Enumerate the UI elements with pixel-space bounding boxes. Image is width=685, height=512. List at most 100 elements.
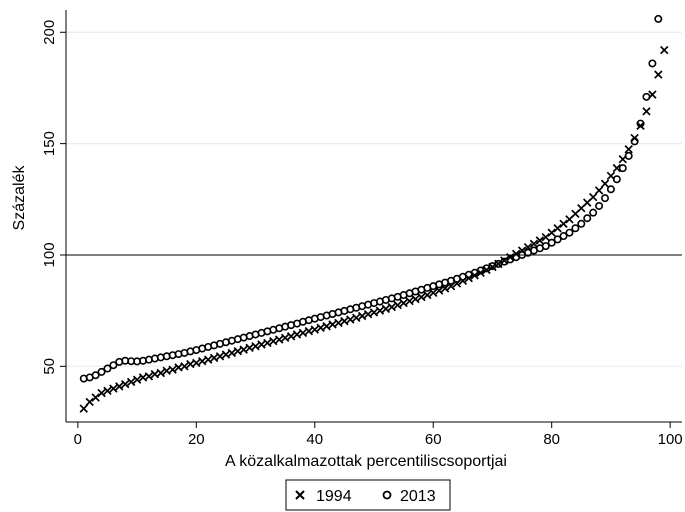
point-1994: [417, 292, 426, 302]
x-tick-label: 60: [425, 431, 442, 448]
point-1994: [594, 186, 604, 195]
point-2013: [565, 228, 574, 237]
x-tick-label: 100: [658, 431, 683, 448]
point-2013: [547, 238, 556, 247]
point-1994: [132, 375, 142, 384]
point-1994: [192, 358, 201, 368]
y-tick-label: 150: [41, 131, 58, 156]
point-1994: [612, 163, 622, 173]
x-tick-label: 20: [188, 431, 205, 448]
point-1994: [79, 404, 88, 413]
point-1994: [275, 335, 284, 344]
point-1994: [286, 332, 296, 341]
point-2013: [654, 14, 663, 23]
point-2013: [559, 232, 568, 241]
point-1994: [553, 224, 562, 233]
point-1994: [245, 343, 254, 353]
point-1994: [405, 296, 414, 306]
point-1994: [600, 179, 610, 188]
point-2013: [612, 175, 621, 184]
point-2013: [618, 164, 627, 173]
point-1994: [346, 315, 355, 324]
point-1994: [399, 298, 408, 308]
point-1994: [381, 304, 391, 314]
point-1994: [263, 338, 272, 348]
legend-marker-circle: [382, 490, 392, 500]
point-1994: [654, 70, 663, 79]
series-2013: [79, 14, 663, 383]
point-2013: [642, 92, 651, 101]
y-tick-label: 100: [41, 242, 58, 267]
series-1994: [79, 45, 669, 413]
point-1994: [227, 348, 237, 358]
point-2013: [577, 219, 586, 228]
point-1994: [624, 144, 633, 154]
point-2013: [583, 214, 592, 223]
point-1994: [588, 192, 598, 202]
y-tick-label: 50: [41, 358, 58, 375]
point-1994: [85, 397, 94, 407]
point-2013: [595, 201, 604, 210]
legend-box: [285, 479, 451, 511]
legend: 1994 2013: [285, 479, 451, 511]
point-1994: [126, 377, 136, 387]
point-1994: [144, 372, 154, 381]
point-1994: [352, 313, 361, 322]
point-1994: [180, 362, 189, 371]
point-1994: [642, 107, 651, 116]
point-1994: [310, 325, 319, 334]
point-1994: [233, 346, 242, 356]
point-1994: [429, 288, 438, 298]
grid-lines: [66, 31, 682, 367]
point-2013: [624, 151, 633, 160]
x-tick-label: 80: [543, 431, 560, 448]
point-1994: [375, 306, 385, 315]
point-1994: [103, 386, 112, 396]
point-2013: [97, 367, 106, 376]
point-2013: [541, 242, 550, 251]
point-2013: [553, 235, 562, 244]
point-1994: [209, 353, 219, 363]
point-1994: [535, 236, 545, 245]
x-tick-label: 0: [74, 431, 82, 448]
point-1994: [109, 384, 118, 393]
point-2013: [109, 361, 118, 370]
point-1994: [239, 345, 248, 354]
point-1994: [168, 365, 177, 374]
point-2013: [571, 224, 580, 233]
point-1994: [363, 310, 373, 319]
legend-label-2013: 2013: [400, 488, 436, 505]
point-1994: [541, 232, 550, 242]
point-1994: [322, 322, 331, 331]
point-1994: [91, 393, 100, 402]
x-tick-label: 40: [306, 431, 323, 448]
point-2013: [589, 208, 598, 217]
point-2013: [648, 59, 657, 68]
point-1994: [115, 382, 124, 391]
point-1994: [156, 368, 165, 378]
point-1994: [411, 294, 420, 304]
point-2013: [636, 119, 645, 128]
legend-marker-x: [295, 490, 305, 500]
axes: [65, 10, 682, 423]
y-axis-title: Százalék: [11, 165, 28, 231]
point-1994: [221, 350, 231, 359]
point-1994: [198, 357, 207, 366]
legend-label-1994: 1994: [316, 488, 352, 505]
point-2013: [606, 185, 615, 194]
point-1994: [121, 379, 130, 389]
point-1994: [529, 239, 539, 249]
point-1994: [369, 308, 379, 317]
series-layer: [79, 14, 669, 413]
point-1994: [203, 355, 213, 364]
point-2013: [103, 364, 112, 373]
point-1994: [251, 342, 260, 351]
point-1994: [304, 326, 314, 336]
point-2013: [91, 371, 100, 380]
point-1994: [328, 320, 337, 329]
x-axis-title: A közalkalmazottak percentiliscsoportjai: [225, 453, 507, 470]
point-1994: [393, 300, 402, 310]
y-ticks: 50 100 150 200: [41, 20, 66, 375]
point-1994: [334, 318, 343, 328]
